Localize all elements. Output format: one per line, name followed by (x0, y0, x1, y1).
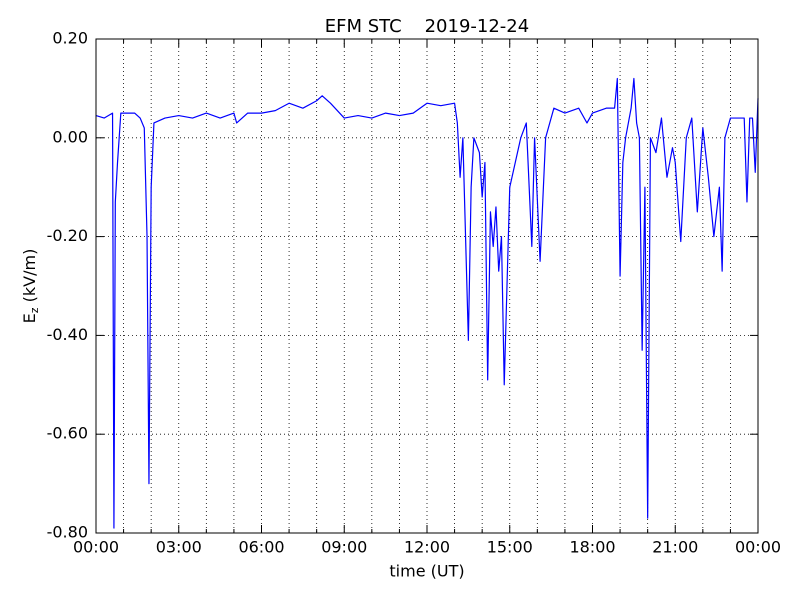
y-label-rest: (kV/m) (20, 249, 39, 308)
y-label-main: E (20, 313, 39, 323)
y-tick-label: -0.40 (47, 325, 88, 344)
x-tick-label: 12:00 (404, 538, 450, 557)
y-tick-label: 0.00 (52, 127, 88, 146)
x-tick-label: 09:00 (321, 538, 367, 557)
y-tick-label: 0.20 (52, 29, 88, 48)
y-label-sub: z (28, 307, 41, 313)
y-tick-label: -0.60 (47, 424, 88, 443)
x-tick-label: 00:00 (73, 538, 119, 557)
x-tick-label: 18:00 (569, 538, 615, 557)
x-tick-label: 03:00 (156, 538, 202, 557)
x-tick-label: 00:00 (735, 538, 781, 557)
x-tick-label: 15:00 (487, 538, 533, 557)
data-line (95, 77, 759, 529)
plot-frame (95, 38, 759, 534)
x-tick-label: 21:00 (652, 538, 698, 557)
chart-title: EFM STC 2019-12-24 (325, 16, 529, 37)
x-tick-label: 06:00 (238, 538, 284, 557)
x-axis-label: time (UT) (389, 562, 464, 581)
y-tick-label: -0.20 (47, 226, 88, 245)
y-axis-label: Ez (kV/m) (20, 249, 42, 324)
y-tick-label: -0.80 (47, 523, 88, 542)
